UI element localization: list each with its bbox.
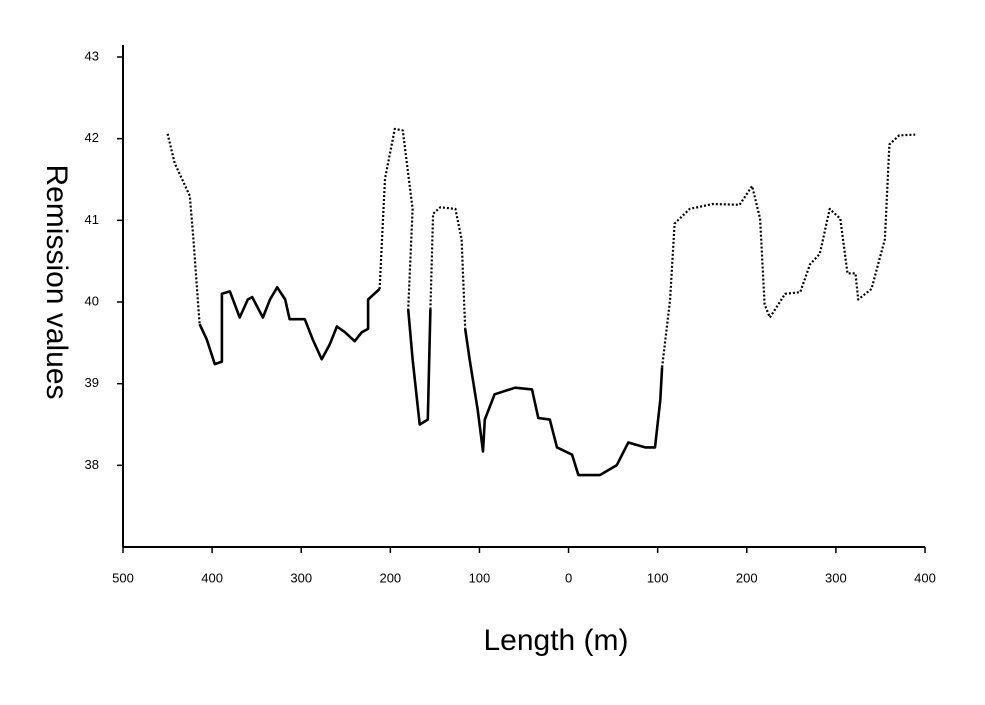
y-axis-label: Remission values	[40, 164, 73, 399]
y-tick-label: 42	[85, 130, 99, 145]
x-tick-label: 300	[825, 570, 847, 585]
x-axis-label: Length (m)	[483, 624, 628, 657]
x-tick-label: 100	[469, 570, 491, 585]
x-tick-label: 100	[647, 570, 669, 585]
x-tick-label: 200	[736, 570, 758, 585]
x-tick-label: 400	[201, 570, 223, 585]
y-tick-label: 38	[85, 457, 99, 472]
x-tick-label: 300	[290, 570, 312, 585]
y-tick-label: 40	[85, 293, 99, 308]
y-tick-label: 39	[85, 375, 99, 390]
line-series	[166, 127, 916, 368]
x-tick-label: 500	[112, 570, 134, 585]
x-tick-label: 0	[565, 570, 572, 585]
y-tick-label: 41	[85, 212, 99, 227]
x-tick-label: 400	[914, 570, 936, 585]
x-tick-label: 200	[379, 570, 401, 585]
line-series	[198, 286, 664, 477]
y-tick-label: 43	[85, 48, 99, 63]
